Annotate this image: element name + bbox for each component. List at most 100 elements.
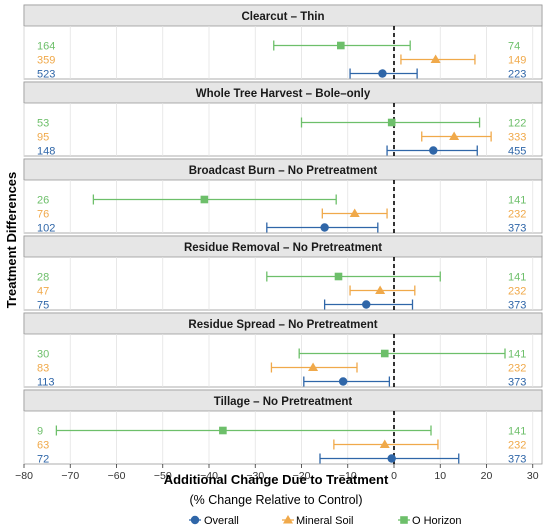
panel: Clearcut – Thin 164 74 359 149 523 223 <box>23 4 543 81</box>
estimate-row: 26 141 <box>37 194 526 207</box>
x-tick-label: 0 <box>391 470 397 482</box>
panel-strip <box>23 235 543 258</box>
panel-title: Clearcut – Thin <box>241 11 324 23</box>
count-right: 455 <box>508 146 526 158</box>
estimate-row: 95 333 <box>37 131 526 144</box>
count-right: 373 <box>508 223 526 235</box>
x-axis-subtitle: (% Change Relative to Control) <box>190 493 363 507</box>
estimate-point <box>334 272 343 281</box>
panel: Whole Tree Harvest – Bole–only 53 122 95 333… <box>23 81 543 158</box>
x-tick-label: −30 <box>246 470 264 482</box>
estimate-point <box>430 54 441 63</box>
panel-strip <box>23 158 543 181</box>
count-left: 72 <box>37 454 49 466</box>
legend-item: Overall <box>189 515 239 527</box>
panel-title: Residue Spread – No Pretreatment <box>188 319 377 331</box>
legend-item: Mineral Soil <box>282 515 353 527</box>
count-left: 26 <box>37 195 49 207</box>
count-right: 141 <box>508 272 526 284</box>
estimate-row: 83 232 <box>37 362 526 375</box>
count-left: 102 <box>37 223 55 235</box>
estimate-row: 102 373 <box>37 222 526 235</box>
legend-marker <box>283 515 293 524</box>
estimate-row: 53 122 <box>37 117 526 130</box>
estimate-point <box>337 41 345 50</box>
count-left: 523 <box>37 69 55 81</box>
count-left: 113 <box>37 377 55 389</box>
estimate-point <box>378 69 387 78</box>
count-left: 83 <box>37 363 49 375</box>
estimate-row: 359 149 <box>37 54 526 67</box>
legend-label: Mineral Soil <box>296 515 353 527</box>
estimate-row: 28 141 <box>37 271 526 284</box>
estimate-point <box>219 426 227 435</box>
count-right: 232 <box>508 440 526 452</box>
estimate-point <box>308 362 319 371</box>
estimate-row: 164 74 <box>37 40 520 53</box>
x-tick-label: 30 <box>527 470 539 482</box>
count-left: 75 <box>37 300 49 312</box>
x-axis-title: Additional Change Due to Treatment <box>164 472 389 487</box>
estimate-point <box>362 300 371 309</box>
x-tick-label: −60 <box>108 470 126 482</box>
estimate-point <box>349 208 360 217</box>
legend: Overall Mineral Soil O Horizon <box>189 515 462 527</box>
count-right: 141 <box>508 349 526 361</box>
count-left: 359 <box>37 55 55 67</box>
legend-label: Overall <box>204 515 239 527</box>
estimate-point <box>449 131 460 140</box>
estimate-row: 113 373 <box>37 376 526 389</box>
count-left: 30 <box>37 349 49 361</box>
estimate-row: 75 373 <box>37 299 526 312</box>
count-left: 9 <box>37 426 43 438</box>
estimate-point <box>379 439 390 448</box>
count-right: 333 <box>508 132 526 144</box>
x-tick-label: −80 <box>15 470 33 482</box>
panel-strip <box>23 81 543 104</box>
panel-title: Tillage – No Pretreatment <box>214 396 353 408</box>
count-right: 232 <box>508 286 526 298</box>
count-right: 373 <box>508 454 526 466</box>
estimate-point <box>338 377 348 386</box>
estimate-point <box>375 285 386 294</box>
legend-item: O Horizon <box>398 515 462 527</box>
x-tick-label: −40 <box>200 470 218 482</box>
count-left: 76 <box>37 209 49 221</box>
estimate-point <box>387 118 396 127</box>
panel: Residue Spread – No Pretreatment 30 141 83 2… <box>23 312 543 389</box>
x-tick-label: 10 <box>434 470 446 482</box>
count-left: 164 <box>37 41 55 53</box>
count-right: 122 <box>508 118 526 130</box>
panel-title: Whole Tree Harvest – Bole–only <box>196 88 371 100</box>
count-right: 373 <box>508 300 526 312</box>
count-right: 223 <box>508 69 526 81</box>
count-right: 141 <box>508 195 526 207</box>
x-tick-label: 20 <box>481 470 493 482</box>
legend-label: O Horizon <box>412 515 462 527</box>
count-right: 74 <box>508 41 520 53</box>
x-tick-label: −10 <box>339 470 357 482</box>
estimate-row: 9 141 <box>37 425 526 438</box>
panel-title: Broadcast Burn – No Pretreatment <box>189 165 378 177</box>
count-left: 95 <box>37 132 49 144</box>
count-right: 149 <box>508 55 526 67</box>
panel: Broadcast Burn – No Pretreatment 26 141 76 2… <box>23 158 543 235</box>
estimate-row: 523 223 <box>37 68 526 81</box>
estimate-row: 148 455 <box>37 145 526 158</box>
estimate-point <box>320 223 329 232</box>
count-right: 232 <box>508 209 526 221</box>
count-left: 63 <box>37 440 49 452</box>
estimate-row: 30 141 <box>37 348 526 361</box>
y-axis-title: Treatment Differences <box>4 172 19 309</box>
x-tick-label: −70 <box>61 470 79 482</box>
estimate-row: 76 232 <box>37 208 526 221</box>
estimate-point <box>380 349 389 358</box>
estimate-point <box>387 454 396 463</box>
panel-strip <box>23 389 543 412</box>
x-axis: −80 −70 −60 −50 −40 −30 −20 −10 0 10 20 30 <box>15 464 539 482</box>
panel-strip <box>23 312 543 335</box>
count-left: 53 <box>37 118 49 130</box>
